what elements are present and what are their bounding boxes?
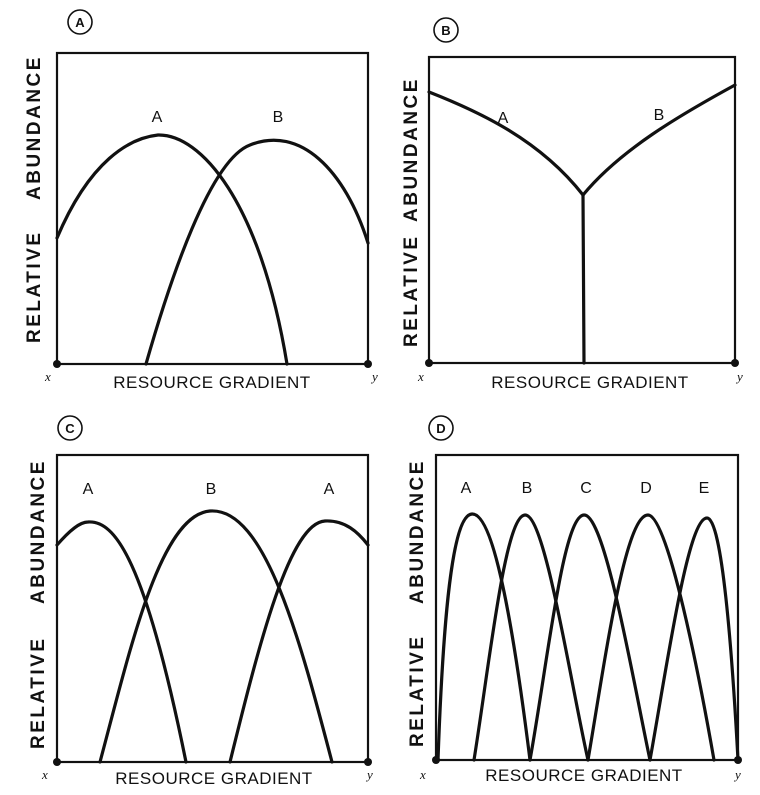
y-axis-label-lower: RELATIVE (24, 230, 45, 343)
curve-a (436, 512, 532, 762)
x-axis-end-point (364, 360, 372, 368)
curve-label-b: B (654, 107, 665, 124)
y-axis-label-upper: ABUNDANCE (24, 55, 45, 200)
curve-label-e: E (699, 480, 710, 497)
panel-badge-circle (57, 415, 83, 441)
panel-badge-circle (428, 415, 454, 441)
x-axis-end-symbol: y (365, 767, 373, 782)
x-axis-end-symbol: y (733, 767, 741, 782)
plot-frame (427, 55, 737, 365)
x-axis-end-point (734, 756, 742, 764)
curve-b (472, 513, 590, 762)
curve-b (98, 509, 334, 764)
x-axis-start-symbol: x (417, 369, 424, 384)
x-axis-end-symbol: y (735, 369, 743, 384)
curve-a (55, 133, 289, 366)
plot-frame (55, 51, 370, 366)
curve-b (581, 83, 737, 197)
x-axis-start-point (425, 359, 433, 367)
y-axis-label-upper: ABUNDANCE (401, 77, 422, 222)
curve-label-a: A (152, 109, 163, 126)
curve-a-right (228, 519, 370, 764)
curve-b (144, 138, 370, 366)
x-axis-start-point (53, 360, 61, 368)
panel-c: C RELATIVE ABUNDANCE A B A x y RESOURCE … (28, 415, 373, 788)
panel-badge-circle (67, 9, 93, 35)
curve-label-a: A (498, 110, 509, 127)
x-axis-end-point (731, 359, 739, 367)
panel-a: A RELATIVE ABUNDANCE A B x y RESOURCE GR… (24, 9, 378, 392)
curve-label-a-right: A (324, 481, 335, 498)
curve-a-left (55, 520, 188, 764)
boundary-line (581, 193, 586, 365)
curve-label-c: C (580, 480, 592, 497)
y-axis-label-lower: RELATIVE (401, 234, 422, 347)
y-axis-label-lower: RELATIVE (407, 634, 428, 747)
panel-d: D RELATIVE ABUNDANCE A B C D E x y RESOU… (407, 415, 742, 785)
panel-badge: D (436, 421, 445, 436)
x-axis-start-point (432, 756, 440, 764)
curve-label-d: D (640, 480, 652, 497)
y-axis-label-lower: RELATIVE (28, 636, 49, 749)
x-axis-label: RESOURCE GRADIENT (115, 769, 312, 788)
x-axis-start-symbol: x (41, 767, 48, 782)
y-axis-label-upper: ABUNDANCE (28, 459, 49, 604)
panel-badge-circle (433, 17, 459, 43)
curve-label-a: A (461, 480, 472, 497)
curve-c (528, 513, 652, 762)
plot-frame (55, 453, 370, 764)
x-axis-start-symbol: x (44, 369, 51, 384)
panel-badge: A (75, 15, 85, 30)
panel-badge: B (441, 23, 450, 38)
x-axis-start-point (53, 758, 61, 766)
curve-a (427, 90, 585, 197)
curve-label-b: B (273, 109, 284, 126)
y-axis-label-upper: ABUNDANCE (407, 459, 428, 604)
x-axis-label: RESOURCE GRADIENT (113, 373, 310, 392)
x-axis-label: RESOURCE GRADIENT (485, 766, 682, 785)
x-axis-start-symbol: x (419, 767, 426, 782)
x-axis-label: RESOURCE GRADIENT (491, 373, 688, 392)
curve-label-b: B (522, 480, 533, 497)
panel-b: B RELATIVE ABUNDANCE A B x y RESOURCE GR… (401, 17, 743, 392)
curve-label-a-left: A (83, 481, 94, 498)
x-axis-end-symbol: y (370, 369, 378, 384)
x-axis-end-point (364, 758, 372, 766)
curve-e (648, 516, 740, 762)
panel-badge: C (65, 421, 75, 436)
curve-label-b: B (206, 481, 217, 498)
curve-d (586, 513, 716, 762)
